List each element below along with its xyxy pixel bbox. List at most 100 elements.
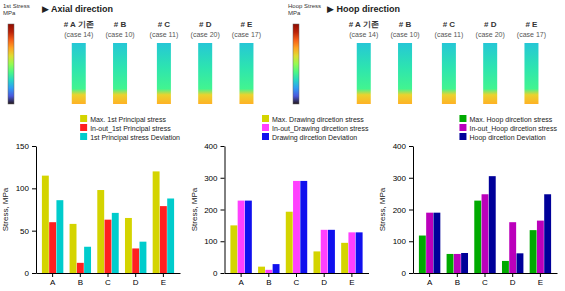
legend-label: Hoop dircetion Deviation xyxy=(469,134,545,142)
legend-label: 1st Principal stress Deviation xyxy=(90,134,180,142)
legend-swatch xyxy=(459,133,466,140)
case-label: # A 기존 xyxy=(349,20,379,29)
case-label: # A 기존 xyxy=(64,20,94,29)
y-axis-title: Stress, MPa xyxy=(378,187,387,231)
x-tick-label: A xyxy=(427,278,433,287)
x-tick: C xyxy=(482,273,488,287)
x-tick: C xyxy=(294,273,300,287)
colorbar xyxy=(8,24,14,104)
case-label: # B xyxy=(114,20,127,29)
bar-series xyxy=(49,206,167,273)
x-tick-mark xyxy=(80,273,81,277)
y-tick: 0 xyxy=(213,269,224,278)
case-label: # D xyxy=(484,20,497,29)
fea-panel: 1st StressMPa▶ Axial direction# A 기존(cas… xyxy=(3,3,261,104)
x-tick: E xyxy=(349,273,354,287)
x-tick-mark xyxy=(351,273,352,277)
y-tick-label: 100 xyxy=(204,237,218,246)
x-tick-label: C xyxy=(482,278,488,287)
y-tick: 0 xyxy=(25,269,36,278)
legend-item: Max. Drawing dircetion stress xyxy=(262,115,364,124)
bar xyxy=(153,171,160,273)
fea-strip xyxy=(157,43,171,104)
legend-label: In-out_Drawing dircetion stress xyxy=(272,125,369,133)
x-tick: B xyxy=(455,273,460,287)
bar xyxy=(517,253,524,273)
x-axis: A B C D E xyxy=(37,273,181,287)
x-tick-label: B xyxy=(78,278,83,287)
bar-chart: 0100200300400ABCDEStress, MPaMax. Hoop d… xyxy=(378,115,558,287)
x-tick: C xyxy=(105,273,111,287)
x-tick-label: B xyxy=(455,278,460,287)
x-tick: A xyxy=(238,273,244,287)
legend-item: Max. Hoop dircetion stress xyxy=(459,115,552,124)
bar xyxy=(105,220,112,273)
case-sublabel: (case 11) xyxy=(435,31,464,39)
legend: Max. 1st Principal stressIn-out_1st Prin… xyxy=(80,115,180,142)
legend: Max. Hoop dircetion stressIn-out_Hoop di… xyxy=(459,115,557,142)
y-tick-mark xyxy=(32,231,36,232)
y-tick-mark xyxy=(221,241,225,242)
y-axis-line xyxy=(413,147,414,274)
case-sublabel: (case 14) xyxy=(349,31,378,39)
bar xyxy=(447,254,454,273)
y-tick-mark xyxy=(409,178,413,179)
bar xyxy=(433,213,440,273)
y-tick-mark xyxy=(409,241,413,242)
legend-swatch xyxy=(80,115,87,122)
panel-title: ▶ Axial direction xyxy=(42,4,113,14)
bar xyxy=(167,198,174,273)
bar xyxy=(230,225,237,273)
bar-series xyxy=(238,181,356,273)
colorbar-label: MPa xyxy=(3,10,16,16)
y-tick-mark xyxy=(32,188,36,189)
legend-swatch xyxy=(459,115,466,122)
bar xyxy=(530,230,537,273)
bar xyxy=(482,194,489,273)
x-tick-mark xyxy=(268,273,269,277)
fea-panel: Hoop StressMPa▶ Hoop direction# A 기존(cas… xyxy=(288,3,546,104)
y-tick: 150 xyxy=(16,142,36,151)
bar xyxy=(300,181,307,273)
legend-item: Max. 1st Principal stress xyxy=(80,115,166,124)
x-tick-mark xyxy=(324,273,325,277)
case-label: # D xyxy=(199,20,212,29)
x-tick: D xyxy=(510,273,516,287)
x-tick: B xyxy=(266,273,271,287)
y-tick: 100 xyxy=(204,237,224,246)
y-tick-label: 200 xyxy=(204,206,218,215)
bar xyxy=(132,248,139,273)
x-tick: A xyxy=(50,273,56,287)
bar xyxy=(97,190,104,273)
x-tick-label: C xyxy=(105,278,111,287)
fea-strip xyxy=(442,43,456,104)
case-label: # C xyxy=(443,20,456,29)
y-tick: 0 xyxy=(402,269,413,278)
legend-item: In-out_Hoop dircetion stress xyxy=(459,124,557,133)
y-tick-label: 150 xyxy=(16,142,30,151)
x-tick: D xyxy=(133,273,139,287)
legend-swatch xyxy=(459,124,466,131)
y-tick: 200 xyxy=(204,206,224,215)
x-tick-label: A xyxy=(50,278,56,287)
fea-strip xyxy=(524,43,538,104)
x-tick-mark xyxy=(512,273,513,277)
legend-label: Drawing dircetion Deviation xyxy=(272,134,357,142)
fea-strip xyxy=(72,43,86,104)
fea-strip xyxy=(483,43,497,104)
bar xyxy=(238,201,245,273)
x-tick: E xyxy=(161,273,166,287)
fea-strip xyxy=(357,43,371,104)
y-axis: 0100200300400 xyxy=(204,142,225,278)
y-tick-mark xyxy=(32,273,36,274)
bar-chart: 0100200300400ABCDEStress, MPaMax. Drawin… xyxy=(190,115,370,287)
bar xyxy=(356,232,363,273)
x-tick-label: B xyxy=(266,278,271,287)
case-sublabel: (case 10) xyxy=(390,31,419,39)
bar xyxy=(313,251,320,273)
case-sublabel: (case 17) xyxy=(517,31,546,39)
y-tick-label: 400 xyxy=(204,142,218,151)
bar xyxy=(474,201,481,273)
bar xyxy=(125,218,132,273)
y-tick-label: 0 xyxy=(402,269,407,278)
